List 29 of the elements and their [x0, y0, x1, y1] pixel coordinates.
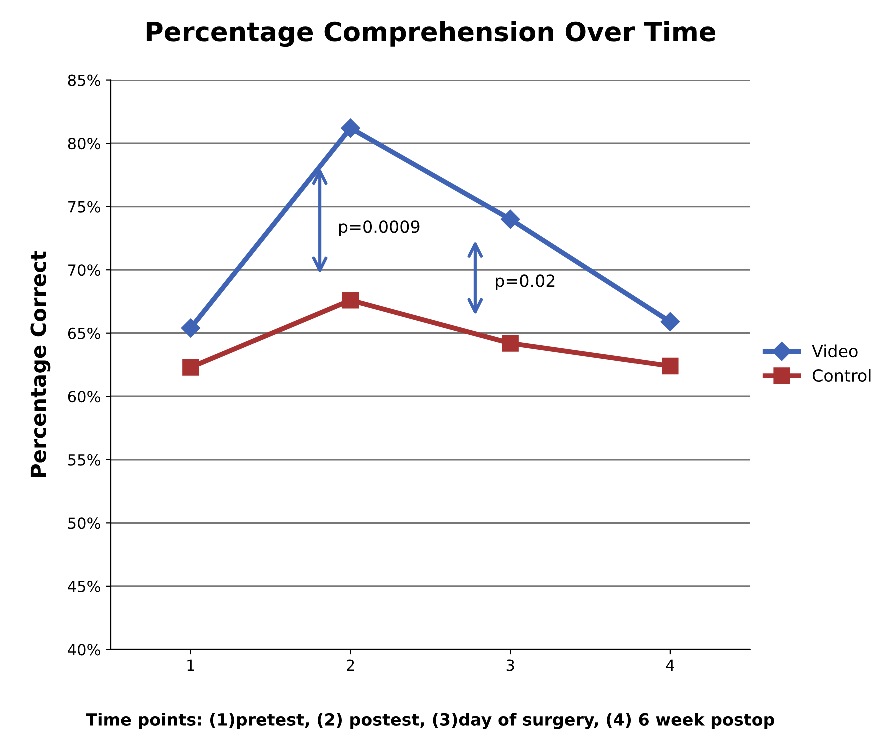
legend-label: Control — [812, 369, 871, 382]
y-tick-label: 45% — [68, 580, 100, 592]
y-tick-label: 80% — [68, 138, 100, 150]
point — [341, 118, 360, 138]
y-tick-label: 75% — [68, 201, 100, 213]
x-tick-label: 2 — [347, 660, 354, 672]
y-tick-label: 65% — [68, 328, 100, 340]
chart-title: Percentage Comprehension Over Time — [146, 21, 716, 48]
legend-label: Video — [812, 344, 858, 358]
y-tick-label: 85% — [68, 74, 100, 86]
annotation: p=0.02 — [496, 274, 555, 290]
annotation: p=0.0009 — [339, 220, 420, 236]
y-tick-label: 60% — [68, 391, 100, 403]
x-tick-label: 3 — [506, 660, 514, 672]
x-axis-title: Time points: (1)pretest, (2) postest, (3)day of surgery, (4) 6 week postop — [86, 713, 774, 730]
point — [501, 210, 520, 230]
x-tick-label: 4 — [666, 660, 674, 672]
x-tick-label: 1 — [188, 660, 194, 672]
y-axis-title: Percentage Correct — [30, 252, 51, 478]
point — [181, 318, 200, 338]
point — [342, 292, 360, 309]
y-tick-label: 50% — [68, 518, 100, 530]
y-tick-label: 40% — [68, 644, 100, 656]
y-tick-label: 70% — [68, 264, 100, 276]
point — [660, 312, 680, 332]
point — [662, 358, 679, 375]
point — [182, 359, 200, 376]
point — [502, 335, 519, 352]
y-tick-label: 55% — [68, 454, 100, 466]
